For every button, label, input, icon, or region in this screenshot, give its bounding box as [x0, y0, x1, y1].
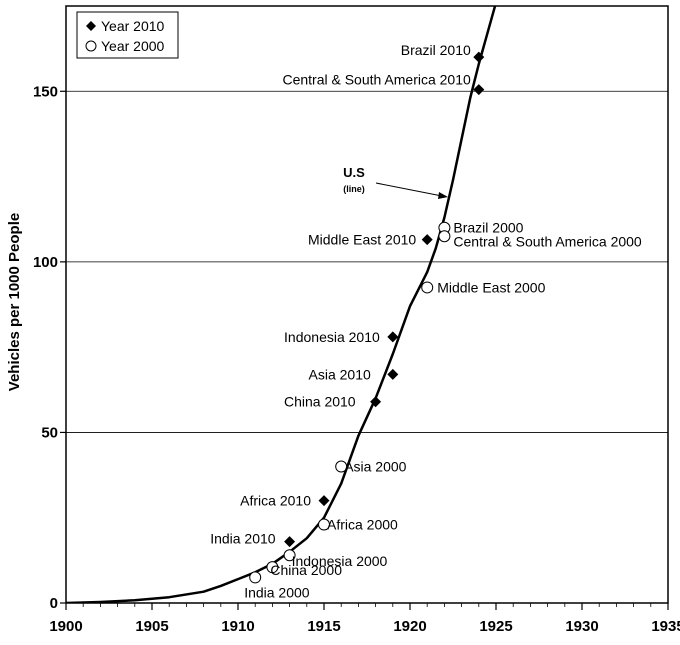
point-circle — [249, 571, 262, 584]
point-label: Asia 2010 — [309, 366, 371, 382]
point-diamond — [473, 84, 485, 96]
us-annotation-arrow-line — [375, 182, 443, 197]
point-label: Africa 2010 — [240, 493, 311, 509]
legend-label-2000: Year 2000 — [101, 38, 165, 54]
point-label: Middle East 2000 — [437, 279, 545, 295]
point-diamond — [473, 51, 485, 63]
axes: 0 50 100 150 1900 1905 1910 1915 1920 1925 1930 193… — [33, 83, 680, 635]
legend-diamond-icon — [86, 21, 96, 31]
point-circle — [318, 518, 330, 531]
y-tick-label: 50 — [41, 424, 58, 441]
data-points — [249, 51, 485, 584]
x-tick-label: 1935 — [651, 618, 680, 635]
point-diamond — [370, 396, 382, 408]
y-tick-label: 0 — [50, 595, 58, 612]
us-line — [66, 6, 497, 603]
x-tick-label: 1910 — [221, 618, 254, 635]
point-label: Middle East 2010 — [308, 232, 416, 248]
point-diamond — [421, 234, 433, 246]
point-circle — [266, 561, 279, 574]
legend-label-2010: Year 2010 — [101, 18, 165, 34]
point-label: Africa 2000 — [327, 517, 398, 533]
point-label: Asia 2000 — [344, 459, 406, 475]
point-label: India 2000 — [244, 584, 310, 600]
point-label: China 2000 — [270, 562, 342, 578]
us-line-sublabel: (line) — [343, 184, 365, 194]
gridlines — [66, 90, 668, 433]
us-line-annotation: U.S (line) — [343, 165, 448, 199]
x-tick-label: 1925 — [479, 618, 512, 635]
point-diamond — [284, 536, 296, 548]
point-circle — [421, 281, 434, 294]
y-tick-label: 100 — [33, 254, 58, 271]
x-tick-label: 1905 — [135, 618, 168, 635]
legend: Year 2010 Year 2000 — [76, 11, 179, 59]
point-circle — [283, 549, 296, 562]
point-label: Central & South America 2010 — [282, 72, 471, 88]
point-label: Indonesia 2010 — [284, 329, 380, 345]
x-tick-label: 1915 — [307, 618, 340, 635]
x-tick-label: 1920 — [393, 618, 426, 635]
point-diamond — [387, 331, 399, 343]
point-labels: Brazil 2010 Central & South America 2010 M… — [210, 42, 642, 600]
point-label: China 2010 — [284, 394, 356, 410]
point-diamond — [318, 495, 330, 507]
us-line-label: U.S — [343, 165, 365, 180]
x-tick-label: 1900 — [49, 618, 82, 635]
point-label: Brazil 2000 — [453, 220, 523, 236]
us-annotation-arrow-head — [438, 192, 448, 199]
point-circle — [335, 460, 348, 473]
point-label: Central & South America 2000 — [453, 233, 642, 249]
y-axis-label: Vehicles per 1000 People — [6, 213, 23, 391]
us-line-layer — [66, 6, 497, 603]
point-circle — [438, 230, 451, 243]
legend-circle-icon — [85, 40, 97, 52]
plot-frame — [65, 5, 669, 604]
point-label: India 2010 — [210, 531, 276, 547]
y-tick-label: 150 — [33, 83, 58, 100]
point-label: Brazil 2010 — [401, 42, 471, 58]
x-tick-label: 1930 — [565, 618, 598, 635]
point-diamond — [387, 368, 399, 380]
point-label: Indonesia 2000 — [292, 553, 388, 569]
